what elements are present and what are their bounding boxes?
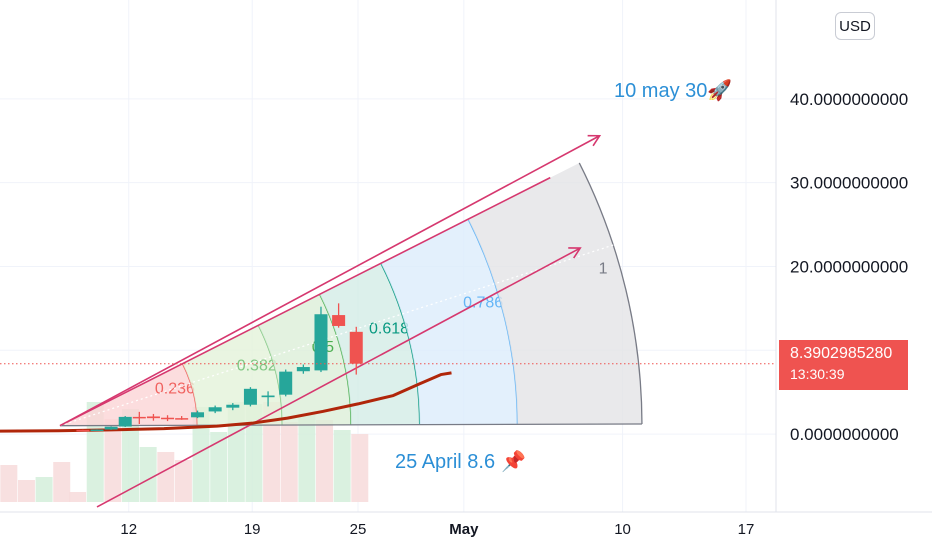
volume-bar-7 bbox=[122, 409, 140, 502]
current-price-tag: 8.3902985280 13:30:39 bbox=[779, 340, 908, 390]
annotations: 10 may 30🚀 25 April 8.6 📌 bbox=[395, 78, 732, 473]
candle-body-17 bbox=[349, 331, 363, 364]
candle-body-2 bbox=[104, 426, 118, 430]
fib-label-4: 0.786 bbox=[463, 294, 503, 311]
candle-body-13 bbox=[279, 371, 293, 395]
fib-zone-3 bbox=[319, 263, 420, 425]
fib-zone-1 bbox=[182, 325, 283, 426]
time-tick-1: 19 bbox=[244, 521, 261, 538]
time-tick-3: May bbox=[449, 521, 479, 538]
fib-arc-5 bbox=[578, 162, 643, 425]
volume-bar-13 bbox=[227, 402, 245, 502]
trend-line-1 bbox=[96, 247, 581, 508]
fib-arc-0 bbox=[181, 363, 198, 426]
trend-arrow-1 bbox=[568, 247, 582, 259]
volume-bars bbox=[0, 402, 369, 502]
fib-zone-5 bbox=[468, 162, 642, 425]
volume-bar-11 bbox=[192, 407, 210, 502]
candle-body-3 bbox=[118, 416, 132, 427]
currency-button[interactable]: USD bbox=[835, 12, 875, 40]
volume-bar-0 bbox=[0, 465, 18, 502]
candle-body-4 bbox=[132, 416, 146, 419]
time-tick-0: 12 bbox=[120, 521, 137, 538]
rocket-icon: 🚀 bbox=[707, 78, 732, 102]
candle-body-15 bbox=[314, 314, 328, 371]
trend-line-0 bbox=[59, 135, 601, 427]
fan-upper-ray bbox=[59, 176, 551, 427]
candle-body-11 bbox=[243, 388, 257, 405]
fib-zone-0 bbox=[59, 363, 198, 426]
volume-bar-15 bbox=[263, 402, 281, 502]
volume-bar-20 bbox=[351, 434, 369, 502]
volume-bar-1 bbox=[17, 480, 35, 502]
annotation-april-note[interactable]: 25 April 8.6 📌 bbox=[395, 449, 526, 473]
volume-bar-2 bbox=[35, 477, 53, 502]
candle-body-8 bbox=[191, 412, 205, 418]
candle-body-1 bbox=[90, 429, 104, 432]
price-tick-0: 0.0000000000 bbox=[790, 425, 899, 444]
price-tick-4: 40.0000000000 bbox=[790, 90, 908, 109]
fib-zone-4 bbox=[380, 219, 518, 425]
bar-countdown: 13:30:39 bbox=[790, 366, 845, 382]
candle-body-5 bbox=[146, 416, 160, 419]
candle-body-6 bbox=[161, 417, 175, 420]
time-tick-2: 25 bbox=[350, 521, 367, 538]
time-tick-4: 10 bbox=[614, 521, 631, 538]
price-tick-3: 30.0000000000 bbox=[790, 174, 908, 193]
volume-bar-8 bbox=[139, 447, 157, 502]
price-tick-2: 20.0000000000 bbox=[790, 257, 908, 276]
volume-bar-10 bbox=[174, 460, 192, 502]
volume-bar-19 bbox=[333, 430, 351, 502]
trend-lines[interactable] bbox=[59, 134, 602, 508]
candle-body-16 bbox=[332, 315, 346, 326]
volume-bar-6 bbox=[104, 419, 122, 502]
candle-body-9 bbox=[208, 407, 222, 412]
annotation-may-target[interactable]: 10 may 30🚀 bbox=[614, 78, 732, 102]
fib-label-5: 1 bbox=[599, 261, 608, 278]
fib-label-1: 0.382 bbox=[237, 358, 277, 375]
price-axis[interactable]: 0.000000000010.000000000020.000000000030… bbox=[775, 0, 908, 512]
fib-arc-3 bbox=[380, 263, 421, 425]
volume-bar-4 bbox=[69, 492, 87, 502]
pushpin-icon: 📌 bbox=[501, 449, 526, 473]
candle-body-7 bbox=[175, 418, 189, 420]
candle-body-0 bbox=[76, 429, 90, 432]
fan-mid-ray bbox=[59, 244, 614, 427]
volume-bar-12 bbox=[210, 432, 228, 502]
fan-base-ray bbox=[59, 423, 642, 427]
time-tick-5: 17 bbox=[738, 521, 755, 538]
time-axis[interactable]: 12 19 25 May 10 17 bbox=[0, 511, 932, 538]
volume-bar-5 bbox=[86, 402, 104, 502]
candle-body-14 bbox=[296, 367, 310, 372]
candle-body-10 bbox=[226, 404, 240, 408]
volume-bar-17 bbox=[298, 414, 316, 502]
current-price-value: 8.3902985280 bbox=[790, 345, 893, 362]
volume-bar-14 bbox=[245, 404, 263, 502]
fib-arc-1 bbox=[257, 325, 283, 426]
candle-body-12 bbox=[261, 395, 275, 398]
candles bbox=[76, 303, 363, 432]
fib-label-3: 0.618 bbox=[369, 321, 409, 338]
trend-arrow-0 bbox=[587, 134, 602, 147]
volume-bar-16 bbox=[280, 422, 298, 502]
volume-bar-9 bbox=[157, 452, 175, 502]
volume-bar-3 bbox=[53, 462, 71, 502]
volume-bar-18 bbox=[316, 420, 334, 502]
